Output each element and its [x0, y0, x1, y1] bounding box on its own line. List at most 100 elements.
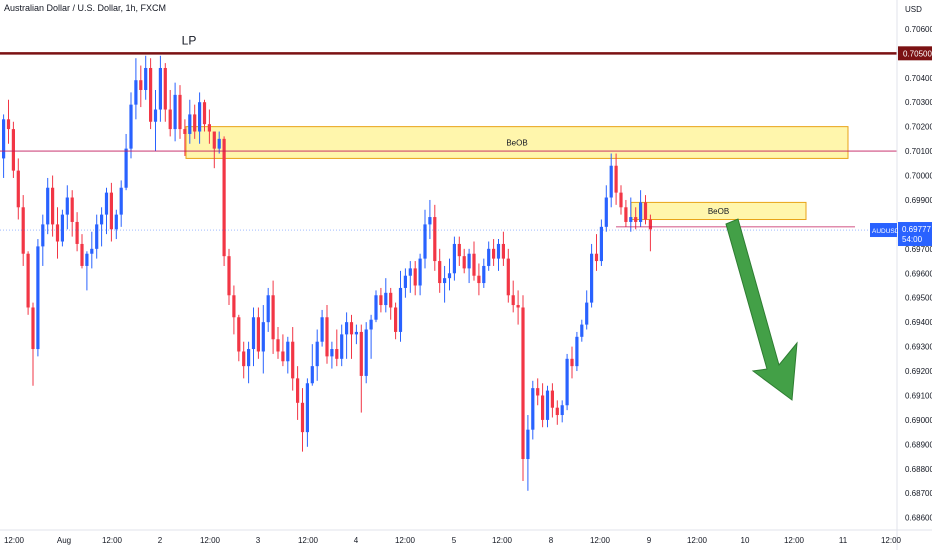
candle-body — [183, 129, 187, 134]
candle-29 — [144, 55, 148, 100]
candle-65 — [320, 309, 324, 347]
candle-body — [139, 80, 143, 90]
candle-41 — [202, 99, 207, 132]
candle-130 — [639, 190, 643, 227]
candle-78 — [384, 278, 388, 313]
candle-118 — [580, 319, 584, 342]
candle-body — [555, 407, 559, 416]
candle-97 — [477, 263, 481, 296]
candle-70 — [345, 312, 349, 359]
candle-122 — [599, 219, 603, 266]
candle-body — [26, 253, 30, 308]
candle-body — [305, 383, 309, 433]
candle-105 — [516, 290, 520, 325]
candle-24 — [119, 180, 123, 227]
time-tick-17: 11 — [839, 536, 848, 545]
candle-body — [614, 165, 618, 193]
candle-body — [389, 292, 393, 308]
candle-body — [335, 349, 339, 359]
candle-18 — [90, 231, 94, 269]
candle-body — [75, 221, 79, 244]
candle-42 — [207, 109, 211, 144]
candle-body — [496, 243, 501, 259]
candle-body — [413, 268, 417, 286]
candle-body — [178, 94, 182, 130]
candle-67 — [330, 341, 334, 369]
candle-body — [207, 124, 211, 132]
candle-131 — [643, 195, 648, 225]
candle-85 — [418, 253, 422, 296]
candle-body — [247, 349, 251, 367]
candle-body — [242, 351, 246, 367]
candle-54 — [266, 287, 270, 332]
beob-zone-1[interactable] — [185, 126, 849, 159]
candle-95 — [467, 248, 471, 284]
candle-body — [129, 104, 133, 149]
down-arrow-annotation — [725, 218, 798, 401]
candle-4 — [21, 195, 25, 266]
candle-44 — [217, 131, 221, 154]
candle-72 — [354, 324, 358, 345]
candle-body — [227, 256, 231, 296]
candle-81 — [398, 270, 403, 342]
candle-124 — [609, 153, 613, 208]
candle-body — [281, 351, 285, 362]
candle-99 — [487, 241, 491, 271]
candle-16 — [80, 234, 84, 269]
time-tick-15: 10 — [741, 536, 750, 545]
candle-body — [124, 148, 128, 188]
candle-8 — [41, 214, 45, 266]
candle-body — [144, 67, 148, 90]
candle-body — [506, 258, 510, 296]
time-tick-7: 4 — [354, 536, 359, 545]
candle-73 — [359, 324, 363, 413]
candle-20 — [100, 207, 104, 247]
candle-9 — [46, 177, 50, 235]
price-tick-12: 0.69200 — [905, 367, 932, 376]
candle-104 — [511, 280, 515, 313]
candle-129 — [634, 207, 638, 230]
candle-body — [36, 246, 40, 350]
candle-37 — [183, 119, 187, 156]
candle-body — [634, 217, 638, 222]
candle-121 — [594, 234, 599, 271]
candle-body — [310, 366, 314, 384]
candle-body — [90, 248, 94, 254]
candle-body — [501, 243, 505, 259]
candle-body — [511, 295, 515, 306]
current-price-tag — [898, 222, 932, 247]
candle-body — [477, 275, 481, 284]
candle-75 — [369, 314, 373, 359]
candle-body — [536, 388, 540, 396]
price-tick-8: 0.69600 — [905, 269, 932, 278]
candle-57 — [281, 334, 285, 367]
candle-body — [271, 295, 275, 340]
candle-body — [222, 138, 226, 257]
price-tick-17: 0.68700 — [905, 489, 932, 498]
price-tick-2: 0.70300 — [905, 98, 932, 107]
candle-98 — [482, 258, 486, 288]
time-tick-12: 12:00 — [590, 536, 611, 545]
beob-label-1: BeOB — [506, 139, 527, 148]
down-arrow[interactable] — [725, 218, 798, 401]
candle-body — [531, 388, 535, 430]
candle-48 — [237, 314, 241, 362]
candle-body — [443, 278, 447, 284]
candle-body — [423, 224, 427, 259]
candle-body — [418, 258, 422, 286]
candle-body — [359, 331, 363, 376]
time-tick-18: 12:00 — [881, 536, 902, 545]
candle-body — [394, 307, 398, 332]
candle-93 — [457, 236, 461, 266]
price-tick-4: 0.70100 — [905, 147, 932, 156]
candle-108 — [531, 380, 535, 440]
candle-21 — [104, 187, 109, 235]
candle-body — [173, 94, 177, 130]
candle-body — [256, 317, 260, 352]
candle-103 — [506, 248, 510, 303]
candle-body — [639, 202, 643, 222]
candle-91 — [447, 258, 452, 291]
candle-body — [345, 322, 349, 335]
candle-body — [251, 317, 256, 350]
